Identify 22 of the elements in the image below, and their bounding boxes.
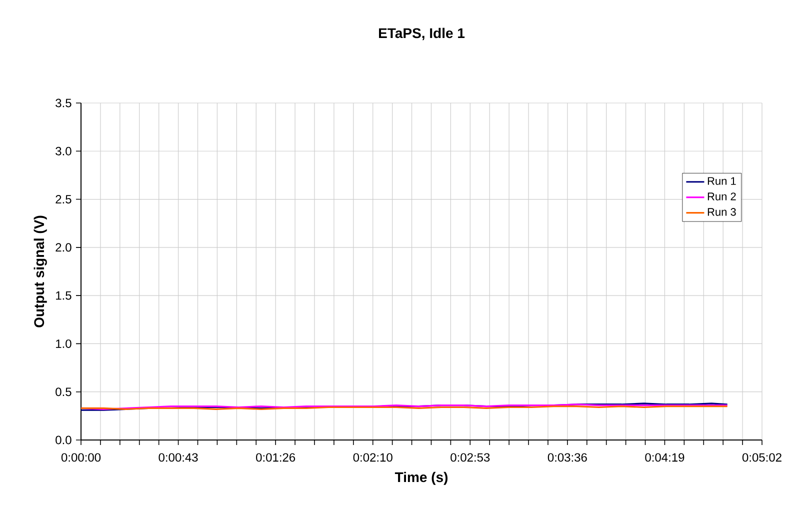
x-axis-title: Time (s) bbox=[394, 472, 448, 485]
legend-label: Run 3 bbox=[708, 208, 736, 216]
x-tick-label: 0:04:19 bbox=[645, 453, 684, 462]
y-tick-label: 3.0 bbox=[56, 146, 72, 156]
x-tick-label: 0:02:53 bbox=[450, 453, 490, 462]
legend-label: Run 2 bbox=[708, 192, 736, 200]
y-tick-label: 0.0 bbox=[56, 436, 72, 444]
y-tick-label: 0.5 bbox=[56, 388, 72, 396]
y-tick-label: 2.5 bbox=[56, 195, 72, 204]
y-tick-label: 3.5 bbox=[56, 98, 72, 108]
y-tick-label: 1.0 bbox=[56, 339, 72, 348]
x-tick-label: 0:00:00 bbox=[61, 453, 101, 462]
legend-label: Run 1 bbox=[708, 177, 736, 185]
x-tick-label: 0:00:43 bbox=[158, 453, 198, 462]
x-tick-label: 0:02:10 bbox=[353, 453, 392, 462]
chart-title: ETaPS, Idle 1 bbox=[379, 28, 465, 40]
y-axis-title: Output signal (V) bbox=[34, 216, 47, 328]
x-tick-label: 0:03:36 bbox=[548, 453, 587, 462]
y-tick-label: 2.0 bbox=[56, 243, 72, 252]
x-tick-label: 0:01:26 bbox=[256, 453, 296, 462]
x-tick-label: 0:05:02 bbox=[742, 453, 782, 462]
y-tick-label: 1.5 bbox=[56, 291, 72, 300]
